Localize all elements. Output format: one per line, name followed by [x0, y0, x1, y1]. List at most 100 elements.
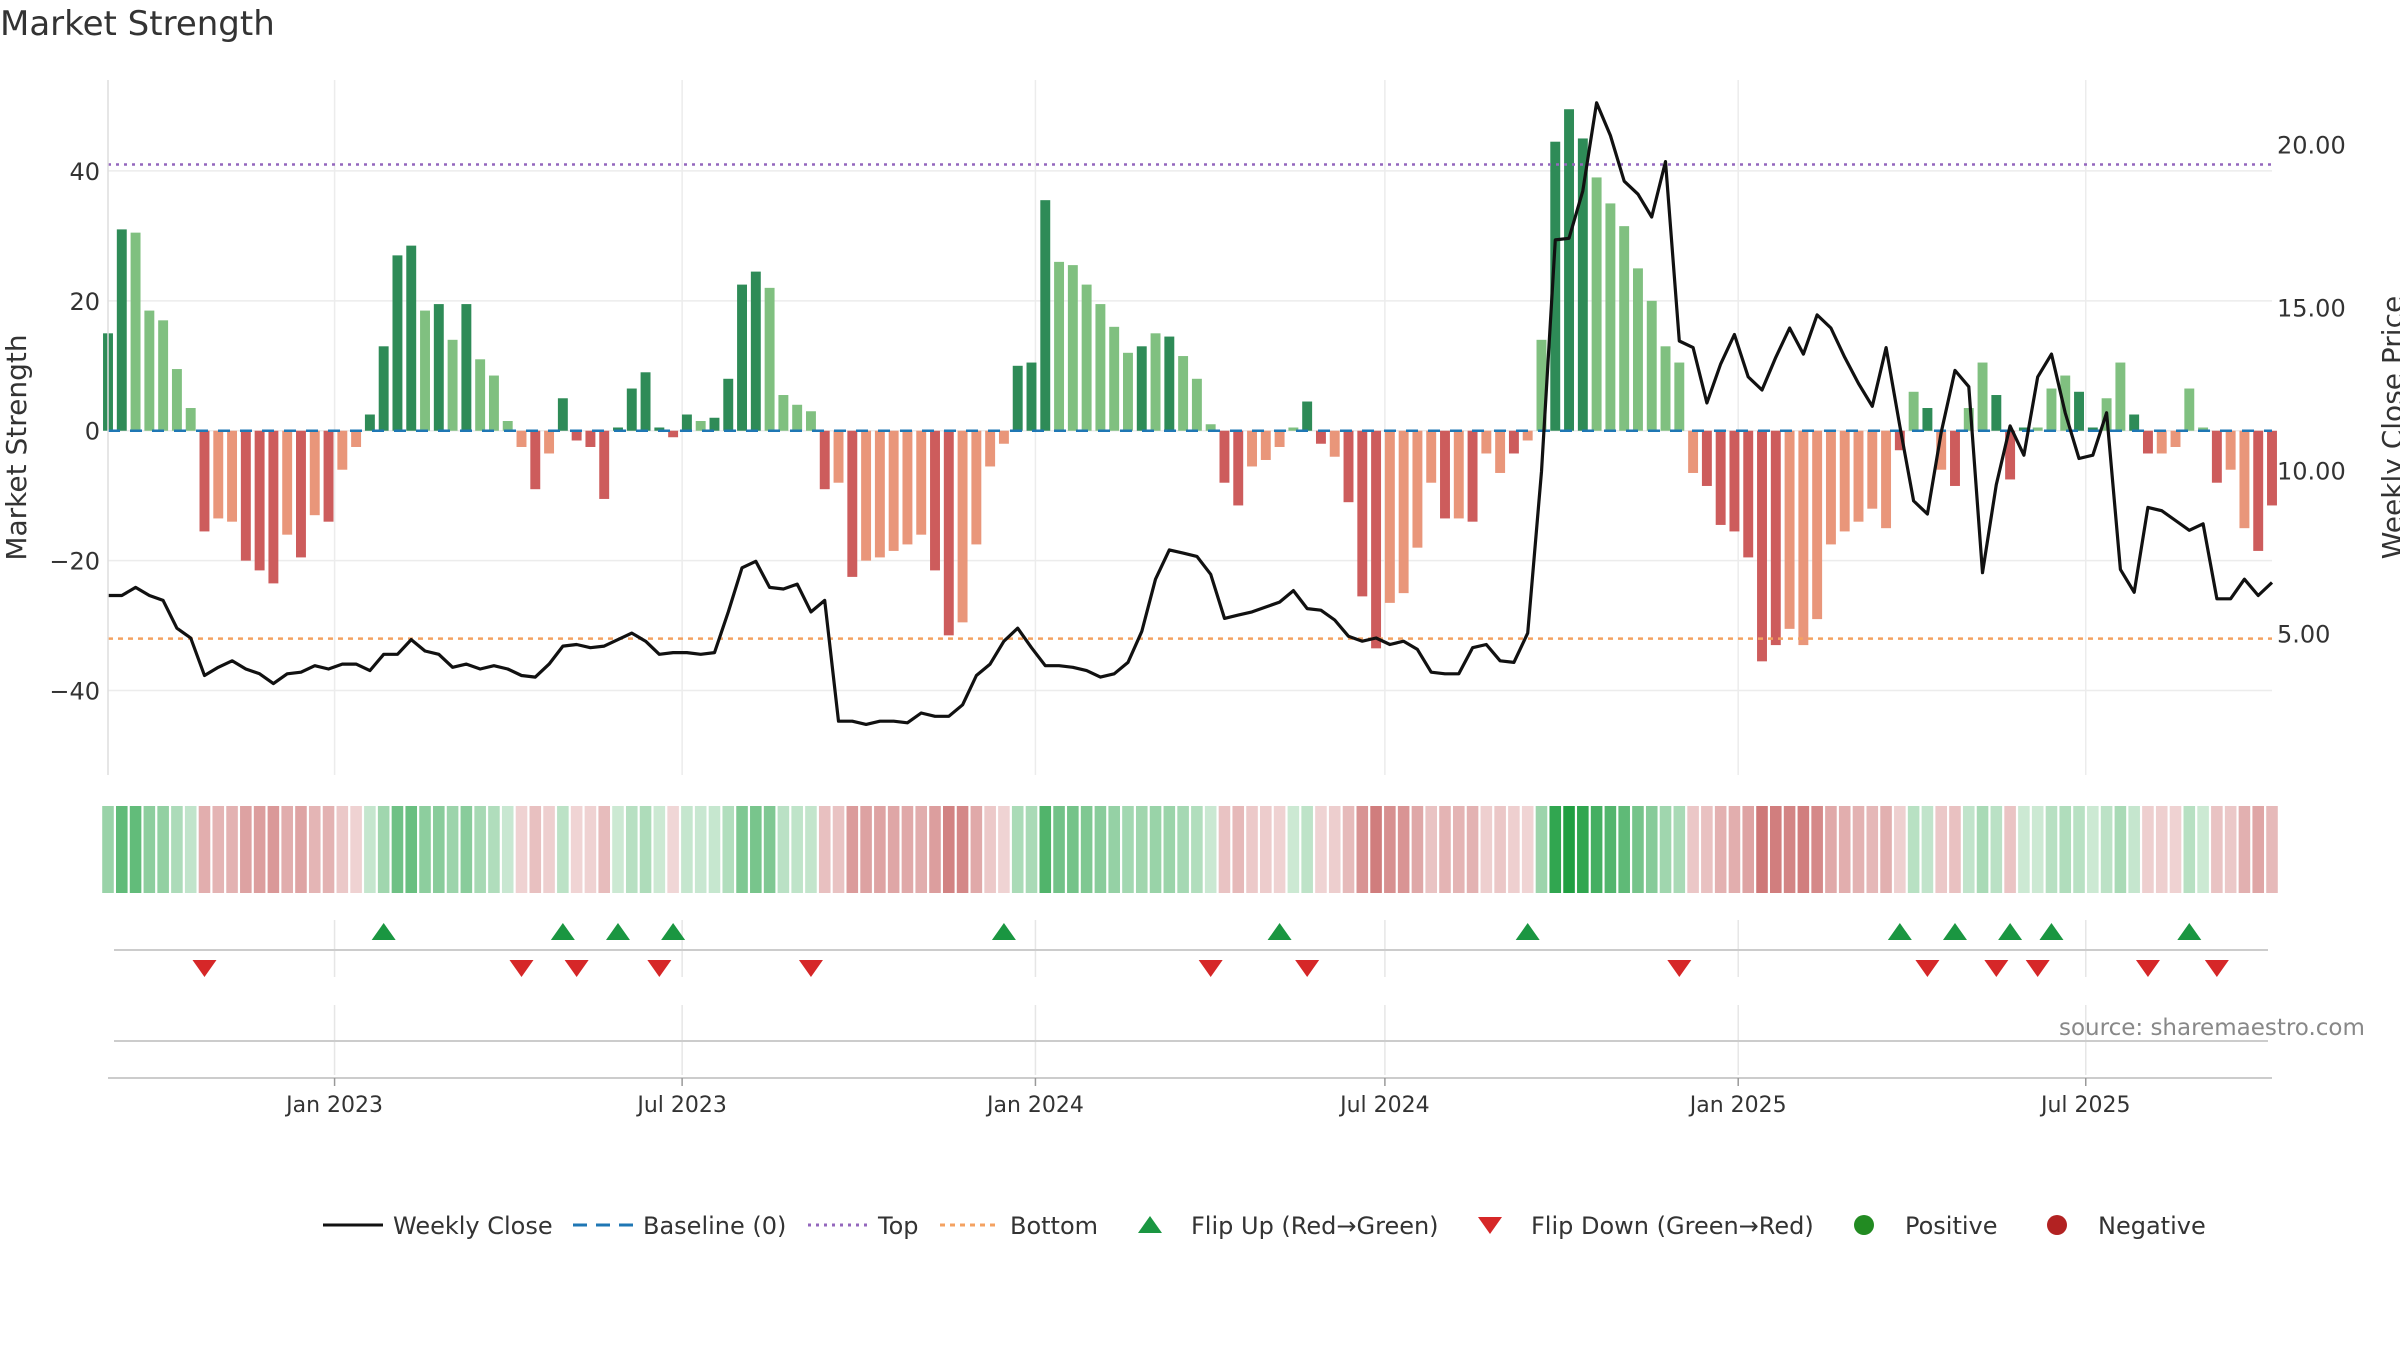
strength-bar — [2225, 430, 2236, 470]
strength-bar — [764, 287, 775, 431]
heat-cell — [653, 806, 666, 893]
strength-bar — [1315, 430, 1326, 444]
right-axis-title: Weekly Close Price — [2376, 296, 2400, 559]
heat-cell — [1880, 806, 1892, 893]
heat-cell — [598, 806, 610, 893]
strength-bar — [778, 395, 789, 431]
strength-bar — [668, 430, 679, 438]
heat-cell — [1976, 806, 1989, 893]
strength-bar — [1798, 430, 1809, 646]
strength-bar — [902, 430, 913, 545]
strength-bar — [1205, 424, 1216, 431]
strength-bar — [1274, 430, 1285, 447]
heat-cell — [2004, 806, 2016, 893]
legend-label: Flip Down (Green→Red) — [1531, 1212, 1814, 1240]
heat-cell — [2114, 806, 2127, 893]
heat-cell — [667, 806, 679, 893]
strength-bar — [2170, 430, 2181, 447]
heat-cell — [750, 806, 762, 893]
heat-cell — [1604, 806, 1617, 893]
chart-title: Market Strength — [0, 4, 275, 44]
strength-bar — [1536, 339, 1547, 431]
strength-bar — [599, 430, 610, 499]
strength-bar — [874, 430, 885, 558]
heat-cell — [184, 806, 197, 893]
flip-up-marker — [2039, 923, 2064, 940]
strength-bar — [1398, 430, 1409, 594]
strength-bar — [1440, 430, 1450, 519]
heat-cell — [1687, 806, 1699, 893]
heat-cell — [1866, 806, 1879, 893]
right-tick-label: 10.00 — [2277, 458, 2346, 486]
strength-bar — [1123, 352, 1133, 431]
heat-cell — [998, 806, 1010, 893]
heat-cell — [171, 806, 183, 893]
strength-bar — [1577, 138, 1588, 431]
strength-bar — [296, 430, 306, 558]
heat-cell — [2100, 806, 2113, 893]
strength-bar — [1991, 395, 2002, 431]
strength-bar — [916, 430, 927, 535]
strength-bar — [1136, 346, 1147, 431]
strength-bar — [116, 229, 127, 431]
flip-down-marker — [2025, 960, 2050, 977]
legend-label: Weekly Close — [393, 1212, 553, 1240]
strength-bar — [1660, 346, 1671, 431]
heat-cell — [1838, 806, 1851, 893]
strength-bar — [516, 430, 527, 447]
strength-bar — [819, 430, 830, 490]
heat-cell — [1384, 806, 1396, 893]
strength-bar — [1040, 200, 1051, 431]
strength-bar — [626, 388, 637, 431]
strength-bar — [1081, 284, 1092, 431]
heat-cell — [1797, 806, 1810, 893]
strength-bar — [351, 430, 362, 447]
flip-down-marker — [1984, 960, 2009, 977]
strength-bars — [103, 109, 2277, 662]
strength-bar — [709, 417, 720, 431]
strength-bar — [2046, 388, 2057, 431]
heat-cell — [1632, 806, 1644, 893]
strength-bar — [695, 421, 706, 431]
strength-bar — [199, 430, 210, 532]
strength-bar — [488, 375, 499, 431]
lower-panel — [114, 1005, 2268, 1075]
legend: Weekly Close Baseline (0) Top Bottom Flip Up… — [323, 1212, 2206, 1240]
right-tick-label: 15.00 — [2277, 294, 2346, 322]
heat-cell — [2252, 806, 2265, 893]
heat-cell — [2224, 806, 2237, 893]
heat-cell — [2238, 806, 2251, 893]
flip-down-marker — [509, 960, 534, 977]
strength-bar — [654, 427, 665, 431]
strength-bar — [544, 430, 555, 454]
legend-label: Flip Up (Red→Green) — [1191, 1212, 1439, 1240]
left-tick-label: 20 — [69, 288, 100, 316]
strength-bar — [1950, 430, 1960, 486]
x-tick-label: Jan 2024 — [985, 1093, 1084, 1118]
strength-bar — [2129, 414, 2140, 431]
heat-cell — [570, 806, 583, 893]
strength-bar — [2156, 430, 2167, 454]
heat-cell — [529, 806, 542, 893]
strength-bar — [737, 284, 748, 431]
heat-cell — [405, 806, 418, 893]
heat-cell — [1811, 806, 1823, 893]
strength-bar — [1605, 203, 1616, 431]
strength-bar — [420, 310, 430, 431]
strength-bar — [1770, 430, 1781, 646]
heat-cell — [1852, 806, 1865, 893]
flip-down-marker — [1667, 960, 1692, 977]
x-tick-label: Jul 2024 — [1338, 1093, 1430, 1118]
heat-cell — [377, 806, 390, 893]
heat-cell — [419, 806, 431, 893]
strength-bar — [1384, 430, 1395, 603]
flip-down-marker — [1198, 960, 1223, 977]
heat-cell — [970, 806, 983, 893]
heat-cell — [2018, 806, 2030, 893]
heat-cell — [625, 806, 638, 893]
strength-bar — [475, 359, 486, 431]
strength-bar — [1054, 261, 1065, 431]
heat-cell — [1728, 806, 1741, 893]
strength-bar — [985, 430, 996, 467]
heat-cell — [1742, 806, 1755, 893]
